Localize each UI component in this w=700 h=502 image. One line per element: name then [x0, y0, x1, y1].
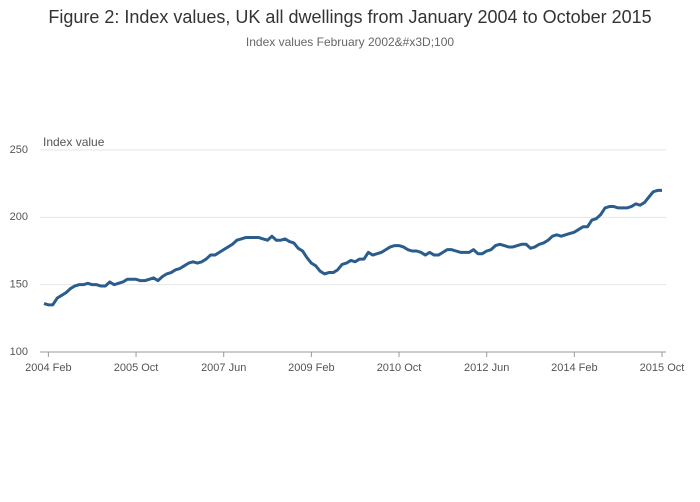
x-tick-label: 2007 Jun: [201, 362, 246, 374]
y-tick-label: 200: [10, 211, 28, 223]
x-tick-label: 2014 Feb: [551, 362, 597, 374]
x-tick-label: 2004 Feb: [25, 362, 71, 374]
x-tick-label: 2010 Oct: [377, 362, 422, 374]
x-tick-label: 2012 Jun: [464, 362, 509, 374]
x-tick-label: 2009 Feb: [288, 362, 334, 374]
data-line: [43, 188, 662, 307]
x-tick-label: 2015 Oct: [640, 362, 685, 374]
x-tick-label: 2005 Oct: [114, 362, 159, 374]
chart-title: Figure 2: Index values, UK all dwellings…: [48, 7, 651, 27]
chart-subtitle: Index values February 2002&#x3D;100: [246, 35, 454, 49]
y-tick-label: 100: [10, 346, 28, 358]
y-tick-label: 250: [10, 144, 28, 156]
y-axis-label: Index value: [43, 135, 105, 149]
y-tick-label: 150: [10, 279, 28, 291]
